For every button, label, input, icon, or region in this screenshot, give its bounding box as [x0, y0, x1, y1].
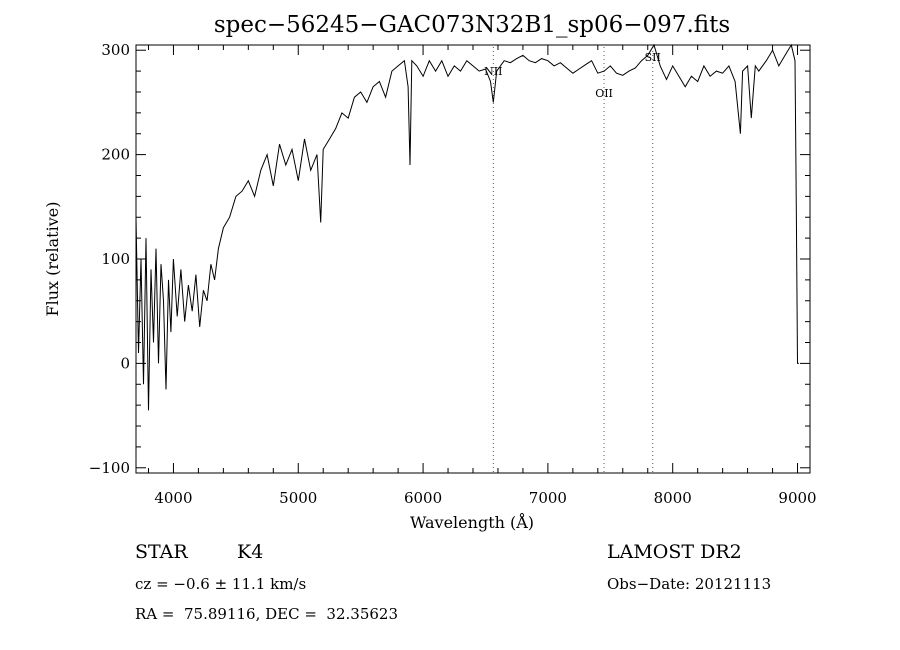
spectrum-line	[135, 43, 799, 411]
x-tick-labels: 4000 5000 6000 7000 8000 9000	[154, 489, 816, 507]
emission-line-label: SII	[645, 51, 661, 64]
emission-line-markers: NII OII SII	[484, 47, 661, 473]
y-tick-label: 0	[120, 354, 130, 372]
x-tick-label: 8000	[654, 489, 692, 507]
x-axis-title: Wavelength (Å)	[410, 512, 534, 532]
y-tick-label: 300	[101, 41, 130, 59]
object-subclass: K4	[237, 541, 264, 563]
y-tick-labels: −100 0 100 200 300	[89, 41, 130, 477]
emission-line-label: NII	[484, 65, 502, 78]
sky-coordinates: RA = 75.89116, DEC = 32.35623	[135, 605, 399, 623]
x-tick-label: 6000	[404, 489, 442, 507]
observation-date: Obs−Date: 20121113	[607, 575, 772, 593]
survey-label: LAMOST DR2	[607, 541, 742, 563]
x-tick-label: 9000	[778, 489, 816, 507]
y-tick-label: 200	[101, 146, 130, 164]
emission-line-label: OII	[595, 87, 613, 100]
axis-ticks	[136, 45, 810, 473]
object-class: STAR	[135, 541, 188, 563]
x-tick-label: 4000	[154, 489, 192, 507]
chart-title: spec−56245−GAC073N32B1_sp06−097.fits	[214, 12, 730, 38]
x-tick-label: 7000	[529, 489, 567, 507]
y-axis-title: Flux (relative)	[43, 202, 62, 317]
y-tick-label: 100	[101, 250, 130, 268]
plot-frame	[135, 44, 811, 474]
x-tick-label: 5000	[279, 489, 317, 507]
y-tick-label: −100	[89, 459, 130, 477]
redshift-velocity: cz = −0.6 ± 11.1 km/s	[135, 575, 307, 593]
